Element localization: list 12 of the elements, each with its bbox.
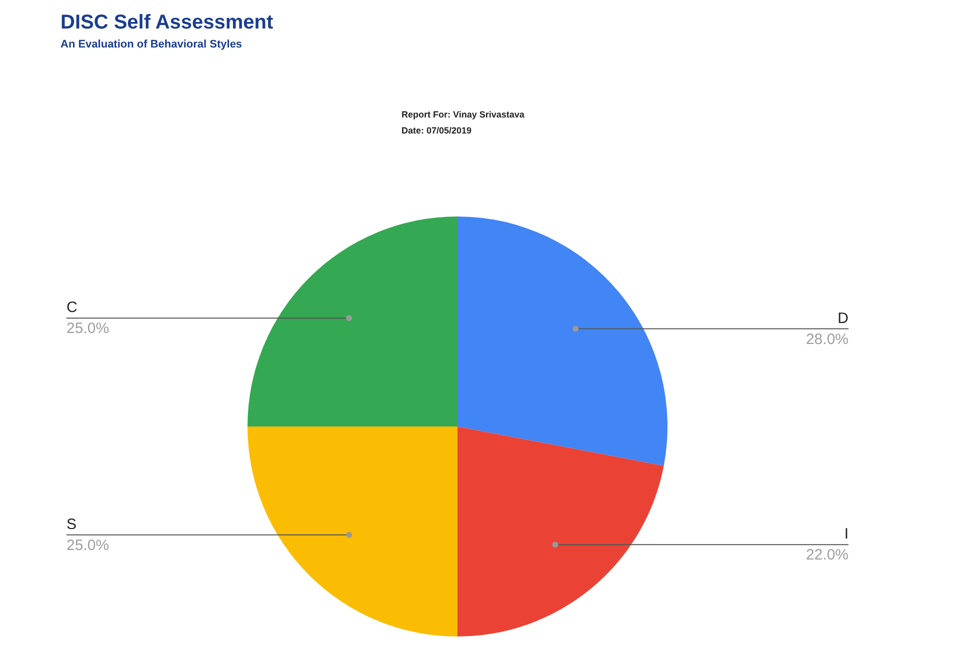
data-label: 25.0% [66,536,110,554]
slice-label: D [838,310,849,327]
slice-label: C [66,299,78,316]
chart-subtitle: An Evaluation of Behavioral Styles [60,38,242,50]
chart-title: DISC Self Assessment [60,12,274,34]
data-label: 28.0% [806,330,849,348]
slice-label: S [66,516,77,533]
data-label: 25.0% [66,320,110,338]
data-label: 22.0% [806,546,849,564]
text: Report For: Vinay Srivastava [402,110,526,120]
text: Date: 07/05/2019 [402,126,472,136]
slice-label: I [844,526,849,543]
